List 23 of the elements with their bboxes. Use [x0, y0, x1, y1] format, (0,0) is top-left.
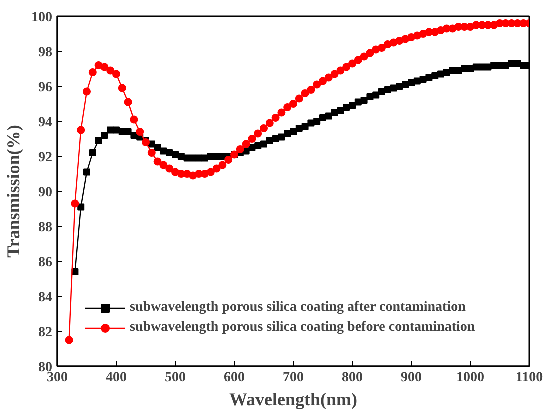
y-tick-label: 82	[38, 326, 52, 340]
y-tick-label: 90	[38, 186, 52, 200]
legend-label: subwavelength porous silica coating after contamination	[130, 300, 466, 316]
y-tick-label: 100	[32, 10, 52, 26]
x-tick-label: 400	[106, 370, 127, 386]
legend-label: subwavelength porous silica coating before contamination	[130, 320, 476, 336]
x-tick-label: 900	[401, 370, 422, 386]
y-tick-label: 88	[38, 220, 52, 236]
x-tick-label: 600	[224, 370, 245, 386]
x-tick-label: 800	[342, 370, 363, 386]
x-axis-title: Wavelength(nm)	[230, 390, 358, 410]
y-tick-label: 92	[38, 150, 52, 166]
y-tick-label: 84	[38, 290, 52, 306]
y-axis-title: Transmission(%)	[4, 125, 24, 258]
y-tick-label: 98	[38, 46, 52, 60]
x-tick-label: 300	[47, 370, 68, 386]
x-tick-label: 1000	[456, 370, 484, 386]
y-tick-label: 96	[38, 80, 52, 96]
y-tick-label: 94	[38, 116, 52, 130]
x-tick-label: 700	[283, 370, 304, 386]
x-tick-label: 1100	[516, 370, 544, 386]
y-tick-label: 86	[38, 256, 52, 270]
x-tick-label: 500	[165, 370, 186, 386]
